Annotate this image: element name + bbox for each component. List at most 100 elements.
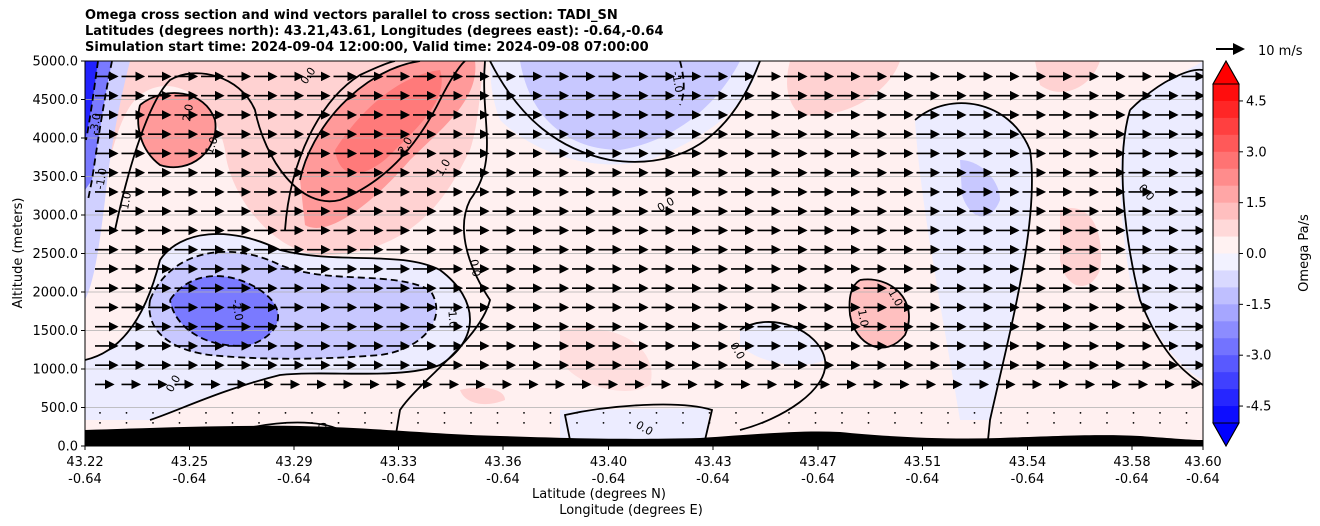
colorbar-bin	[1213, 338, 1239, 356]
x-tick-label-lon: -0.64	[277, 472, 311, 487]
wind-vector-small	[629, 422, 631, 424]
x-tick-label-lat: 43.40	[590, 455, 627, 470]
y-tick-label: 5000.0	[33, 55, 79, 70]
wind-vector-small	[470, 422, 472, 424]
wind-vector-small	[364, 411, 366, 414]
wind-vector-small	[1132, 411, 1135, 414]
quiver-key-label: 10 m/s	[1258, 44, 1303, 59]
wind-vector-small	[205, 422, 207, 424]
wind-vector-small	[523, 422, 525, 424]
chart-title-line-3: Simulation start time: 2024-09-04 12:00:…	[85, 40, 649, 55]
colorbar-tick-label: -4.5	[1246, 400, 1271, 415]
x-tick-label-lon: -0.64	[173, 472, 207, 487]
wind-vector-small	[894, 411, 896, 414]
colorbar-bin	[1213, 253, 1239, 271]
negative-region	[520, 61, 740, 150]
negative-edge	[85, 61, 98, 140]
y-tick-label: 2000.0	[33, 286, 79, 301]
wind-vector-small	[231, 422, 234, 424]
x-tick-label-lon: -0.64	[382, 472, 416, 487]
y-tick-label: 4000.0	[33, 132, 79, 147]
wind-vector-small	[867, 422, 870, 424]
wind-vector-small	[178, 422, 181, 424]
wind-vector-small	[1132, 422, 1135, 424]
y-tick-label: 0.0	[57, 440, 78, 455]
y-tick-label: 500.0	[41, 401, 78, 416]
x-tick-label-lon: -0.64	[696, 472, 730, 487]
wind-vector-small	[99, 411, 101, 414]
contour-label: 2.0	[180, 103, 196, 122]
y-tick-label: 3500.0	[33, 170, 79, 185]
colorbar-bin	[1213, 202, 1239, 221]
colorbar-bin	[1213, 355, 1239, 373]
y-tick-label: 1500.0	[33, 324, 79, 339]
colorbar-bin	[1213, 372, 1239, 390]
colorbar: -4.5 -3.0 -1.5 0.0 1.5 3.0 4.5	[1212, 59, 1271, 448]
wind-vector-small	[1079, 411, 1082, 414]
colorbar-label: Omega Pa/s	[1297, 214, 1312, 292]
y-tick-label: 1000.0	[33, 363, 79, 378]
wind-vector-small	[258, 411, 260, 414]
wind-vector-small	[708, 411, 711, 414]
negative-region	[1120, 61, 1203, 380]
y-tick-label: 3000.0	[33, 209, 79, 224]
wind-vector-small	[523, 411, 525, 414]
colorbar-bin	[1213, 389, 1239, 407]
wind-vector-small	[364, 422, 366, 424]
contour-label: 1.0	[203, 135, 221, 156]
colorbar-bin	[1213, 304, 1239, 322]
contour-label: 1.0	[855, 308, 871, 327]
wind-vector-small	[841, 411, 843, 414]
y-tick-label: 4500.0	[33, 93, 79, 108]
plot-field	[85, 61, 1203, 446]
wind-vector-small	[1053, 422, 1055, 424]
colorbar-bin	[1213, 406, 1239, 424]
wind-vector-small	[178, 411, 181, 414]
chart-title-line-1: Omega cross section and wind vectors par…	[85, 8, 618, 23]
positive-region	[460, 387, 505, 405]
terrain	[85, 425, 1203, 446]
wind-vector-small	[894, 422, 896, 424]
x-tick-label-lat: 43.33	[380, 455, 417, 470]
colorbar-bin	[1213, 219, 1239, 238]
x-tick-label-lon: -0.64	[801, 472, 835, 487]
wind-vector-small	[549, 411, 552, 414]
wind-vector-small	[629, 411, 631, 414]
positive-region	[787, 61, 900, 116]
wind-vector-small	[417, 422, 419, 424]
colorbar-bin	[1213, 168, 1239, 187]
negative-region	[560, 408, 710, 440]
colorbar-frame	[1212, 59, 1240, 448]
wind-vector-small	[655, 411, 658, 414]
y-axis-label: Altitude (meters)	[11, 198, 26, 309]
negative-region	[915, 103, 1032, 420]
wind-vector-small	[443, 411, 446, 414]
wind-vector-small	[470, 411, 472, 414]
y-tick-label: 2500.0	[33, 247, 79, 262]
wind-vector-small	[947, 422, 949, 424]
colorbar-bin	[1213, 270, 1239, 288]
colorbar-bin	[1213, 287, 1239, 305]
wind-vector-small	[1185, 422, 1188, 424]
x-tick-label-lat: 43.60	[1184, 455, 1221, 470]
colorbar-extend-max	[1212, 59, 1240, 85]
chart-title-line-2: Latitudes (degrees north): 43.21,43.61, …	[85, 24, 664, 39]
x-tick-label-lat: 43.29	[275, 455, 312, 470]
wind-vectors	[95, 71, 1203, 424]
wind-vector-small	[788, 422, 790, 424]
colorbar-tick-label: 4.5	[1246, 94, 1267, 109]
wind-vector-small	[682, 411, 684, 414]
wind-vector-small	[1053, 411, 1055, 414]
wind-vector-small	[1159, 422, 1161, 424]
wind-vector-small	[152, 422, 154, 424]
wind-vector-small	[602, 422, 605, 424]
wind-vector-small	[814, 411, 817, 414]
colorbar-tick-label: 1.5	[1246, 196, 1267, 211]
wind-vector-small	[390, 422, 393, 424]
wind-vector-small	[735, 411, 737, 414]
wind-vector-small	[1106, 422, 1108, 424]
colorbar-bin	[1213, 185, 1239, 204]
wind-vector-small	[125, 411, 128, 414]
wind-vector-small	[761, 411, 764, 414]
wind-vector-small	[417, 411, 419, 414]
